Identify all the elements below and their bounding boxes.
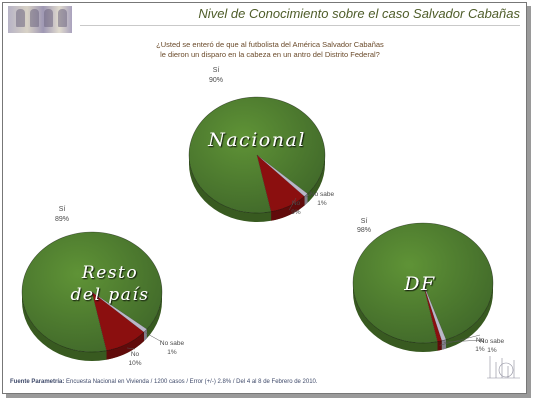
pie-slice-si (188, 96, 326, 214)
value-no: 1% (475, 346, 485, 353)
footer-source-label: Fuente Parametría: (10, 379, 65, 385)
header-photo (8, 6, 72, 33)
leader-line-no (439, 334, 481, 346)
label-si: Sí (59, 206, 66, 213)
leader-line-no (288, 197, 297, 211)
label-no: No (476, 337, 485, 344)
value-no-sabe: 1% (487, 347, 497, 354)
value-no-sabe: 1% (317, 200, 327, 207)
label-si: Sí (361, 218, 368, 225)
pie-slice-no (422, 282, 443, 342)
question-line-2: le dieron un disparo en la cabeza en un … (160, 50, 380, 59)
pie-slice-si (21, 231, 163, 353)
pie-title-line-0: Nacional (207, 129, 306, 151)
leader-line-no-sabe (443, 339, 483, 343)
survey-question: ¿Usted se enteró de que al futbolista de… (100, 40, 440, 60)
value-si: 98% (357, 227, 371, 234)
label-si: Sí (213, 67, 220, 74)
question-line-1: ¿Usted se enteró de que al futbolista de… (156, 40, 384, 49)
label-no: No (131, 351, 140, 358)
label-no-sabe: No sabe (310, 191, 335, 198)
title-divider (80, 25, 520, 26)
label-no-sabe: No sabe (480, 338, 505, 345)
pie-slice-side-no (271, 196, 305, 221)
pie-slice-no (91, 291, 145, 351)
leader-line-no-sabe (305, 192, 313, 198)
pie-chart-0: Sí 90% No 9% No sabe 1% Nacional (188, 67, 335, 222)
pie-rim (188, 96, 326, 214)
footer-source-text: Encuesta Nacional en Vivienda / 1200 cas… (66, 379, 318, 385)
parametria-logo (487, 356, 520, 379)
label-no-sabe: No sabe (160, 340, 185, 347)
pie-slice-side-no (106, 332, 145, 360)
pie-slice-no-sabe (91, 291, 148, 333)
pie-slice-side-no (437, 340, 442, 351)
leader-line-no (126, 347, 136, 350)
value-si: 90% (209, 77, 223, 84)
pie-slice-side-no-sabe (144, 329, 147, 342)
label-no: No (292, 200, 301, 207)
pie-title-line-0: Resto (81, 263, 138, 283)
leader-line-no-sabe (145, 332, 163, 343)
value-no-sabe: 1% (167, 349, 177, 356)
page-title: Nivel de Conocimiento sobre el caso Salv… (198, 6, 520, 21)
pie-slice-no-sabe (256, 154, 308, 197)
pie-rim (21, 231, 163, 353)
value-no: 9% (291, 209, 301, 216)
pie-title-line-1: del país (71, 285, 150, 305)
pie-slice-si (352, 222, 494, 344)
footer-source: Fuente Parametría: Encuesta Nacional en … (10, 379, 318, 385)
pie-rim (352, 222, 494, 344)
pie-slice-no (256, 154, 305, 213)
value-si: 89% (55, 216, 69, 223)
pie-title-line-0: DF (403, 273, 435, 295)
pie-slice-no-sabe (422, 282, 447, 342)
value-no: 10% (128, 360, 141, 367)
